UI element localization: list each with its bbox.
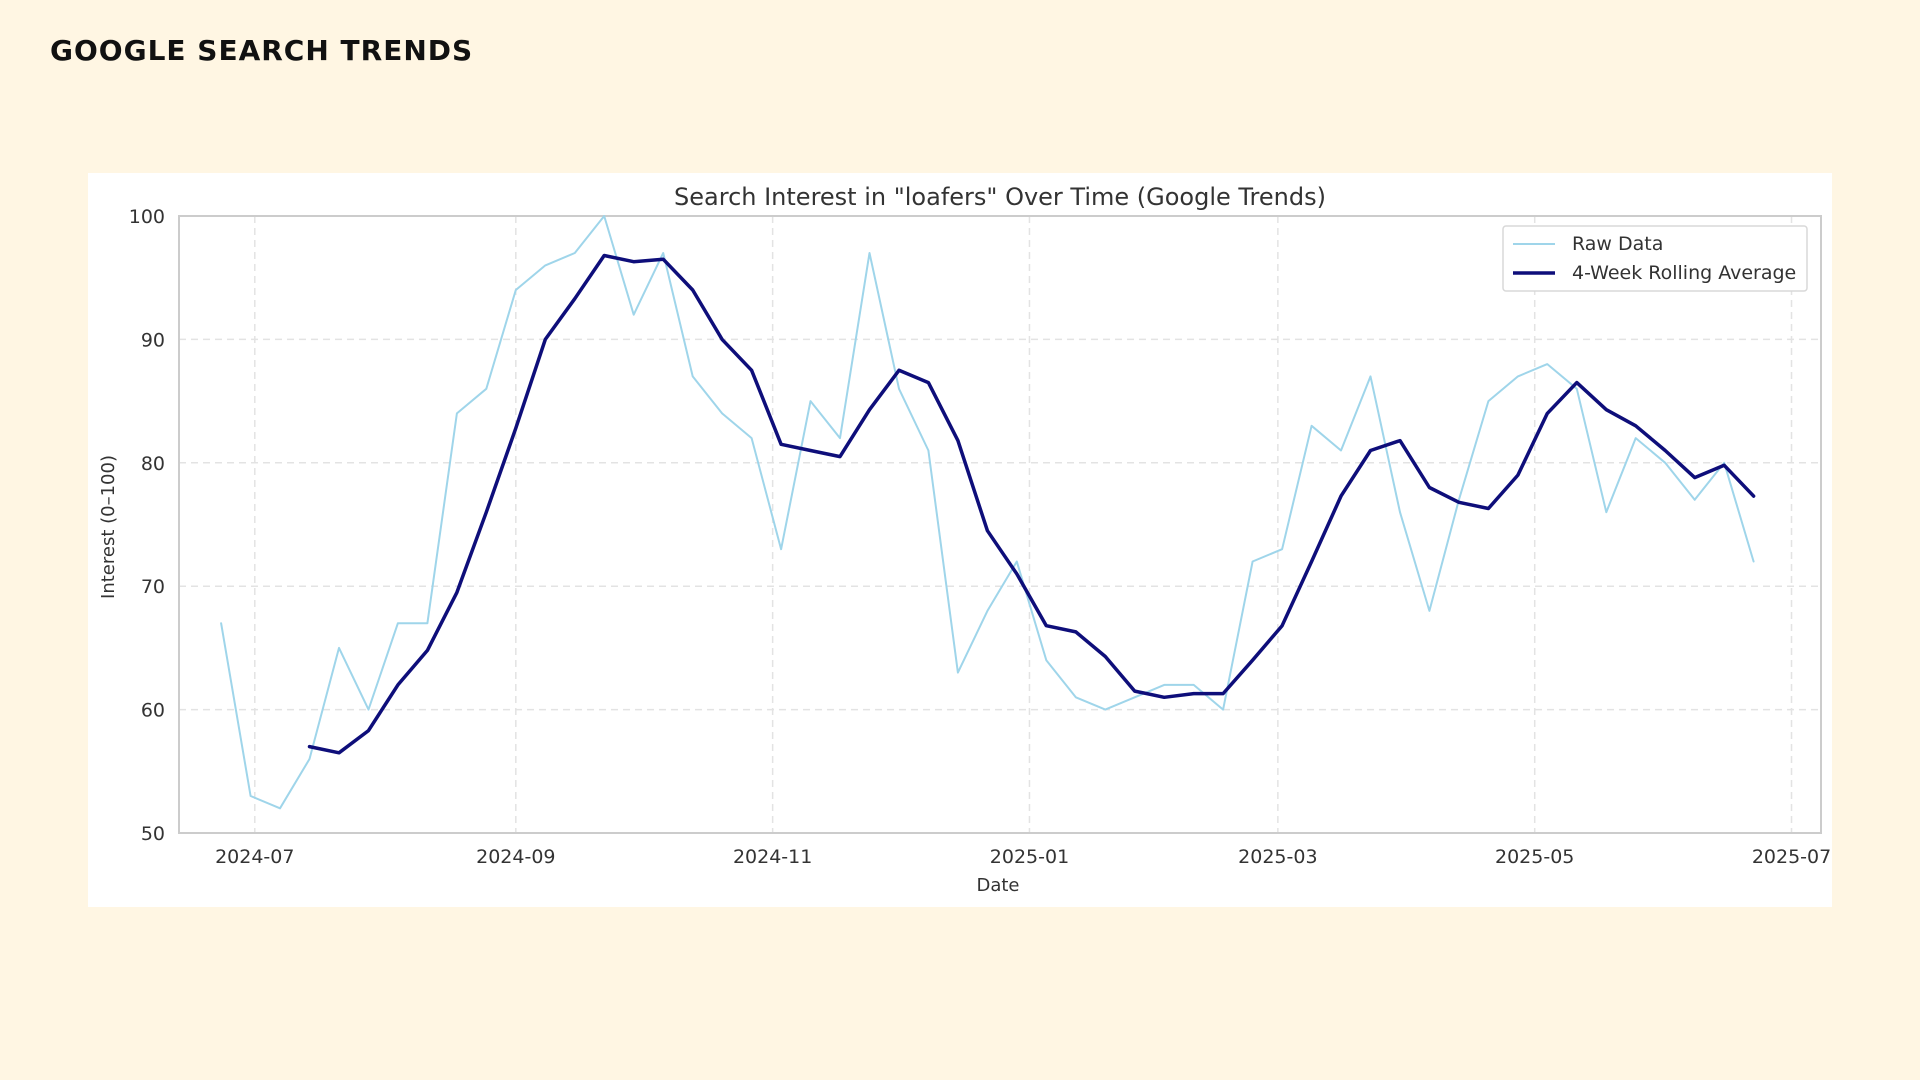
y-tick-label: 90 xyxy=(141,329,165,351)
legend-label-raw-data: Raw Data xyxy=(1572,233,1663,255)
line-chart: Search Interest in "loafers" Over Time (… xyxy=(98,183,1831,896)
y-tick-label: 80 xyxy=(141,453,165,475)
x-tick-label: 2024-07 xyxy=(215,846,294,868)
y-axis-label: Interest (0–100) xyxy=(98,455,119,599)
grid xyxy=(179,215,1821,834)
x-tick-label: 2025-05 xyxy=(1495,846,1574,868)
legend: Raw Data 4-Week Rolling Average xyxy=(1502,225,1808,292)
series-line-raw-data xyxy=(220,215,1755,810)
x-tick-label: 2025-03 xyxy=(1238,846,1317,868)
x-tick-label: 2025-01 xyxy=(990,846,1069,868)
chart-card: Search Interest in "loafers" Over Time (… xyxy=(88,173,1832,907)
legend-box xyxy=(1502,225,1808,292)
y-tick-label: 50 xyxy=(141,823,165,845)
legend-label-rolling-average: 4-Week Rolling Average xyxy=(1572,262,1796,284)
plot-frame xyxy=(178,215,1822,834)
y-tick-label: 100 xyxy=(129,206,165,228)
x-tick-label: 2025-07 xyxy=(1752,846,1831,868)
x-tick-label: 2024-11 xyxy=(733,846,812,868)
x-tick-label: 2024-09 xyxy=(476,846,555,868)
y-axis: 50 60 70 80 90 100 xyxy=(129,206,165,845)
x-axis: 2024-07 2024-09 2024-11 2025-01 2025-03 2025-… xyxy=(215,846,1831,868)
chart-title: Search Interest in "loafers" Over Time (… xyxy=(674,183,1326,211)
page-heading: GOOGLE SEARCH TRENDS xyxy=(50,34,474,67)
series-lines xyxy=(220,215,1756,810)
y-tick-label: 60 xyxy=(141,700,165,722)
y-tick-label: 70 xyxy=(141,576,165,598)
series-line-rolling-average xyxy=(307,253,1756,755)
x-axis-label: Date xyxy=(976,875,1019,896)
